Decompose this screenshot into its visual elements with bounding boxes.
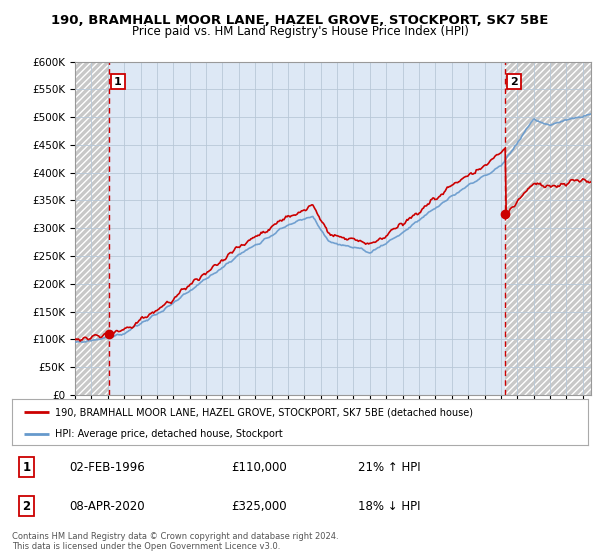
Text: 1: 1 (22, 460, 31, 474)
Text: 21% ↑ HPI: 21% ↑ HPI (358, 460, 420, 474)
Bar (505, 62, 591, 395)
Text: 190, BRAMHALL MOOR LANE, HAZEL GROVE, STOCKPORT, SK7 5BE: 190, BRAMHALL MOOR LANE, HAZEL GROVE, ST… (52, 14, 548, 27)
Text: HPI: Average price, detached house, Stockport: HPI: Average price, detached house, Stoc… (55, 429, 283, 438)
Text: 02-FEB-1996: 02-FEB-1996 (70, 460, 145, 474)
Text: 2: 2 (510, 77, 518, 87)
Text: 2: 2 (22, 500, 31, 513)
Text: £325,000: £325,000 (231, 500, 287, 513)
Text: 1: 1 (114, 77, 122, 87)
Text: 08-APR-2020: 08-APR-2020 (70, 500, 145, 513)
Text: Contains HM Land Registry data © Crown copyright and database right 2024.
This d: Contains HM Land Registry data © Crown c… (12, 532, 338, 552)
Text: Price paid vs. HM Land Registry's House Price Index (HPI): Price paid vs. HM Land Registry's House … (131, 25, 469, 39)
Text: £110,000: £110,000 (231, 460, 287, 474)
Text: 190, BRAMHALL MOOR LANE, HAZEL GROVE, STOCKPORT, SK7 5BE (detached house): 190, BRAMHALL MOOR LANE, HAZEL GROVE, ST… (55, 407, 473, 417)
Bar (75, 62, 109, 395)
Text: 18% ↓ HPI: 18% ↓ HPI (358, 500, 420, 513)
